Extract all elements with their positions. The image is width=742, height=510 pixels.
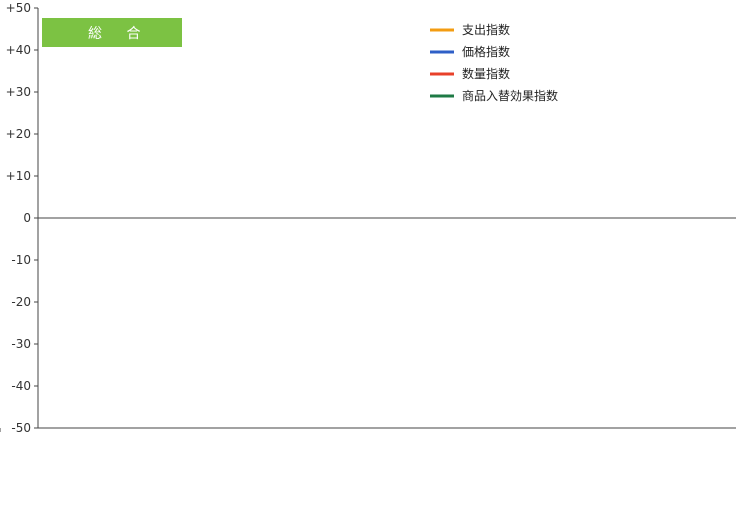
y-tick-label: -10 bbox=[11, 253, 31, 267]
y-tick-label: +50 bbox=[6, 1, 31, 15]
y-tick-label: -20 bbox=[11, 295, 31, 309]
axes: +50+40+30+20+100-10-20-30-40-502022/9/12… bbox=[0, 1, 736, 435]
chart-badge: 総 合 bbox=[42, 18, 182, 47]
y-tick-label: +30 bbox=[6, 85, 31, 99]
badge-label: 総 合 bbox=[88, 26, 150, 42]
legend-label: 数量指数 bbox=[462, 66, 510, 81]
legend-label: 支出指数 bbox=[462, 22, 510, 37]
y-tick-label: +10 bbox=[6, 169, 31, 183]
y-tick-label: +20 bbox=[6, 127, 31, 141]
y-tick-label: 0 bbox=[23, 211, 31, 225]
y-tick-label: -30 bbox=[11, 337, 31, 351]
y-tick-label: -50 bbox=[11, 421, 31, 435]
badge-background bbox=[42, 18, 182, 47]
legend-label: 価格指数 bbox=[462, 44, 510, 59]
legend-label: 商品入替効果指数 bbox=[462, 88, 558, 103]
y-tick-label: +40 bbox=[6, 43, 31, 57]
y-tick-label: -40 bbox=[11, 379, 31, 393]
